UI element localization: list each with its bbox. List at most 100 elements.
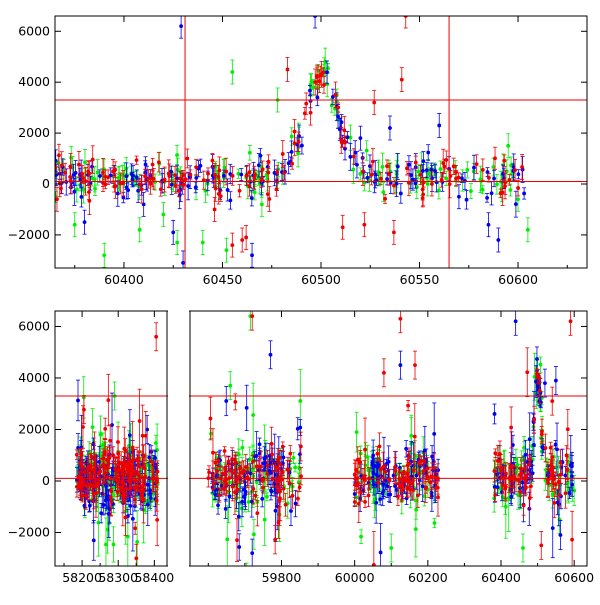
data-point-red — [387, 173, 391, 177]
data-point-red — [266, 171, 270, 175]
data-point-blue — [522, 192, 526, 196]
data-point-blue — [222, 174, 226, 178]
data-point-blue — [263, 457, 267, 461]
data-point-red — [106, 398, 110, 402]
data-point-green — [433, 521, 437, 525]
data-point-blue — [421, 159, 425, 163]
data-point-blue — [239, 173, 243, 177]
data-point-red — [454, 176, 458, 180]
x-tick-label: 60600 — [498, 272, 538, 287]
data-point-red — [124, 516, 128, 520]
data-point-green — [469, 189, 473, 193]
data-point-blue — [149, 496, 153, 500]
data-point-red — [94, 491, 98, 495]
data-point-blue — [144, 163, 148, 167]
x-tick-label: 60450 — [203, 272, 243, 287]
data-point-red — [80, 453, 84, 457]
data-point-green — [298, 399, 302, 403]
data-point-red — [448, 182, 452, 186]
data-point-red — [109, 500, 113, 504]
data-point-blue — [179, 24, 183, 28]
data-point-red — [84, 494, 88, 498]
data-point-blue — [226, 188, 230, 192]
data-point-blue — [281, 461, 285, 465]
data-point-green — [104, 543, 108, 547]
data-point-red — [103, 427, 107, 431]
x-tick-label: 58400 — [134, 570, 174, 585]
data-point-green — [96, 170, 100, 174]
data-point-red — [177, 189, 181, 193]
data-point-red — [163, 178, 167, 182]
data-point-blue — [425, 168, 429, 172]
data-point-red — [151, 163, 155, 167]
data-point-red — [86, 485, 90, 489]
data-point-red — [185, 157, 189, 161]
data-point-red — [211, 159, 215, 163]
data-point-blue — [388, 126, 392, 130]
data-point-green — [355, 430, 359, 434]
data-point-green — [366, 455, 370, 459]
data-point-blue — [325, 70, 329, 74]
data-point-green — [253, 190, 257, 194]
data-point-green — [296, 151, 300, 155]
data-point-red — [91, 158, 95, 162]
data-point-red — [214, 187, 218, 191]
y-tick-label: 4000 — [18, 74, 50, 89]
data-point-blue — [290, 150, 294, 154]
data-point-red — [487, 176, 491, 180]
data-point-red — [181, 174, 185, 178]
data-point-red — [103, 450, 107, 454]
y-tick-label: 0 — [42, 176, 50, 191]
data-point-red — [352, 155, 356, 159]
data-point-red — [231, 174, 235, 178]
data-point-green — [248, 151, 252, 155]
y-tick-label: 2000 — [18, 125, 50, 140]
data-point-blue — [237, 515, 241, 519]
y-tick-label: 6000 — [18, 23, 50, 38]
data-point-blue — [385, 177, 389, 181]
data-point-red — [253, 173, 257, 177]
data-point-red — [194, 165, 198, 169]
data-point-blue — [294, 502, 298, 506]
data-point-blue — [308, 89, 312, 93]
data-point-green — [93, 177, 97, 181]
data-point-red — [444, 158, 448, 162]
data-point-green — [439, 167, 443, 171]
data-point-green — [112, 543, 116, 547]
data-point-red — [102, 480, 106, 484]
data-point-red — [304, 102, 308, 106]
data-point-red — [106, 175, 110, 179]
data-point-red — [217, 192, 221, 196]
data-point-green — [82, 188, 86, 192]
data-point-red — [154, 335, 158, 339]
data-point-green — [426, 182, 430, 186]
x-tick-label: 58200 — [62, 570, 102, 585]
data-point-red — [55, 197, 59, 201]
data-point-red — [248, 170, 252, 174]
data-point-blue — [348, 155, 352, 159]
data-point-red — [400, 78, 404, 82]
data-point-red — [343, 140, 347, 144]
data-point-green — [225, 248, 229, 252]
data-point-green — [364, 463, 368, 467]
data-point-blue — [250, 253, 254, 257]
data-point-blue — [490, 191, 494, 195]
data-point-green — [245, 587, 249, 591]
data-point-green — [465, 168, 469, 172]
data-point-red — [108, 439, 112, 443]
data-point-blue — [282, 456, 286, 460]
data-point-red — [141, 489, 145, 493]
data-point-red — [155, 499, 159, 503]
data-point-red — [113, 168, 117, 172]
data-point-green — [290, 135, 294, 139]
data-point-green — [230, 70, 234, 74]
data-point-red — [516, 186, 520, 190]
data-point-blue — [287, 161, 291, 165]
data-point-red — [213, 173, 217, 177]
data-point-red — [167, 172, 171, 176]
data-point-green — [209, 432, 213, 436]
data-point-blue — [181, 261, 185, 265]
data-point-red — [379, 177, 383, 181]
data-point-red — [244, 236, 248, 240]
data-point-red — [149, 182, 153, 186]
